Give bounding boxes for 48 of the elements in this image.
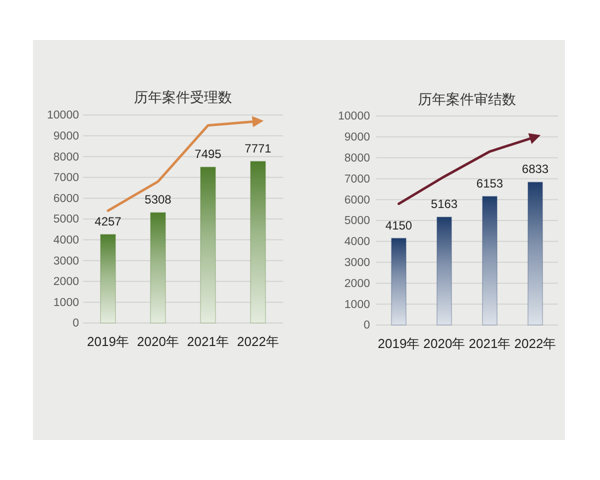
y-tick-label: 0	[364, 320, 370, 332]
bar	[150, 212, 166, 324]
y-tick-label: 3000	[344, 256, 370, 269]
y-tick-label: 5000	[53, 214, 79, 226]
bar	[436, 216, 452, 326]
bar	[390, 238, 407, 326]
bar	[482, 196, 498, 326]
x-tick-label: 2020年	[423, 336, 466, 352]
x-tick-label: 2019年	[378, 336, 420, 352]
data-label: 7495	[194, 147, 222, 162]
data-label: 6153	[476, 176, 504, 190]
data-label: 6833	[522, 162, 549, 176]
y-tick-label: 10000	[47, 110, 79, 122]
data-label: 5163	[430, 197, 458, 212]
x-tick-label: 2021年	[468, 336, 511, 352]
y-tick-label: 7000	[344, 173, 370, 186]
y-tick-label: 10000	[338, 110, 370, 123]
y-tick-label: 0	[72, 318, 79, 330]
y-tick-label: 5000	[344, 215, 370, 228]
y-tick-label: 9000	[53, 130, 79, 142]
y-tick-label: 2000	[344, 278, 370, 290]
bar	[250, 160, 266, 324]
y-tick-label: 8000	[344, 152, 370, 164]
y-tick-label: 1000	[53, 296, 79, 309]
data-label: 4257	[94, 214, 122, 228]
y-tick-label: 4000	[53, 234, 79, 246]
data-label: 4150	[385, 218, 412, 232]
bar	[527, 182, 544, 326]
y-tick-label: 2000	[53, 276, 79, 288]
bar	[100, 234, 116, 324]
y-tick-label: 6000	[53, 192, 79, 205]
y-tick-label: 9000	[344, 132, 370, 144]
x-tick-label: 2019年	[87, 334, 129, 350]
y-tick-label: 8000	[53, 151, 79, 164]
data-label: 7771	[244, 141, 272, 156]
chart-title: 历年案件受理数	[134, 89, 232, 106]
y-tick-label: 4000	[344, 236, 370, 248]
y-tick-label: 7000	[53, 172, 79, 184]
x-tick-label: 2020年	[137, 334, 179, 350]
x-tick-label: 2022年	[237, 334, 279, 350]
y-tick-label: 6000	[344, 194, 370, 206]
y-tick-label: 1000	[344, 298, 370, 311]
data-label: 5308	[144, 192, 172, 207]
bar	[200, 166, 216, 324]
x-tick-label: 2021年	[187, 334, 229, 350]
y-tick-label: 3000	[53, 255, 79, 268]
x-tick-label: 2022年	[514, 336, 556, 352]
chart-title: 历年案件审结数	[418, 91, 516, 108]
